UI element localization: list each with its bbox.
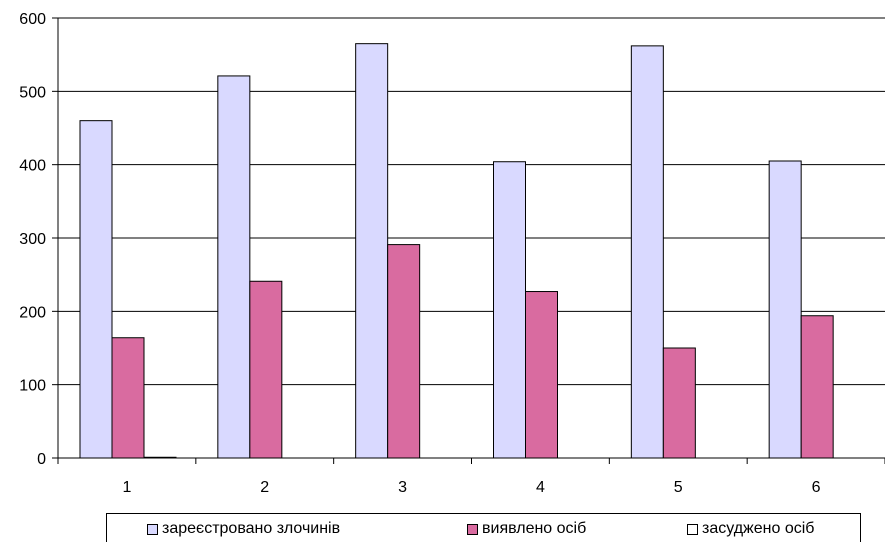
legend-label-convicted: засуджено осіб (702, 520, 814, 538)
bar-series-1-cat-3 (356, 44, 388, 458)
axes (58, 18, 885, 464)
x-tick-labels: 1 2 3 4 5 6 (122, 479, 820, 496)
legend-item-convicted: засуджено осіб (687, 520, 814, 538)
bars (80, 44, 833, 458)
bar-series-1-cat-2 (218, 76, 250, 458)
y-tick-label: 400 (19, 158, 46, 175)
bar-series-1-cat-4 (494, 162, 526, 458)
bar-series-1-cat-5 (631, 46, 663, 458)
legend-swatch-registered (147, 524, 158, 535)
bar-series-2-cat-4 (526, 292, 558, 458)
y-tick-label: 100 (19, 378, 46, 395)
y-tick-label: 200 (19, 304, 46, 321)
legend-label-registered: зареєстровано злочинів (162, 520, 340, 538)
y-tick-label: 300 (19, 231, 46, 248)
bar-series-2-cat-6 (801, 316, 833, 458)
bar-series-2-cat-3 (388, 245, 420, 458)
x-tick-label: 1 (122, 479, 131, 496)
y-tick-labels: 0 100 200 300 400 500 600 (19, 11, 46, 468)
x-tick-label: 5 (674, 479, 683, 496)
bar-series-2-cat-5 (663, 348, 695, 458)
bar-chart: 0 100 200 300 400 500 600 1 2 3 4 5 6 (0, 0, 885, 510)
bar-series-2-cat-1 (112, 338, 144, 458)
gridlines (52, 18, 885, 458)
x-tick-label: 3 (398, 479, 407, 496)
bar-series-2-cat-2 (250, 281, 282, 458)
y-tick-label: 0 (37, 451, 46, 468)
bar-series-1-cat-1 (80, 121, 112, 458)
x-tick-label: 2 (260, 479, 269, 496)
legend-swatch-identified (467, 524, 478, 535)
x-tick-label: 6 (812, 479, 821, 496)
y-tick-label: 500 (19, 84, 46, 101)
y-tick-label: 600 (19, 11, 46, 28)
legend: зареєстровано злочинів виявлено осіб зас… (106, 513, 861, 542)
legend-swatch-convicted (687, 524, 698, 535)
legend-label-identified: виявлено осіб (482, 520, 586, 538)
legend-item-registered: зареєстровано злочинів (147, 520, 340, 538)
x-tick-label: 4 (536, 479, 545, 496)
legend-item-identified: виявлено осіб (467, 520, 586, 538)
bar-series-1-cat-6 (769, 161, 801, 458)
